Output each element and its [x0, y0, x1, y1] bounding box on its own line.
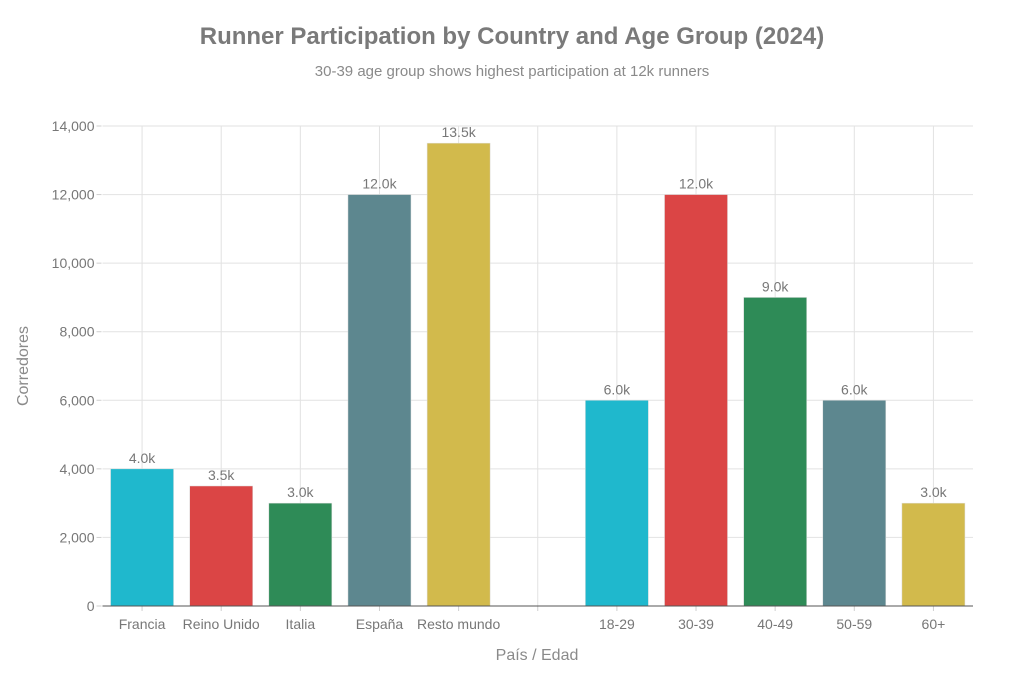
bar [110, 468, 174, 607]
data-label: 6.0k [604, 381, 631, 397]
y-axis-title: Corredores [15, 326, 32, 406]
y-tick-label: 6,000 [59, 392, 94, 408]
x-tick-label: España [356, 616, 404, 632]
data-label: 3.5k [208, 467, 235, 483]
chart-subtitle: 30-39 age group shows highest participat… [315, 63, 709, 80]
y-axis: 0 2,000 4,000 6,000 8,000 10,000 12,000 14,000 [52, 118, 102, 614]
bar [347, 194, 412, 607]
data-label: 6.0k [841, 381, 868, 397]
y-tick-label: 10,000 [52, 255, 95, 271]
bar [664, 194, 728, 607]
x-tick-label: 60+ [922, 616, 946, 632]
y-tick-label: 2,000 [59, 529, 94, 545]
bar [743, 297, 807, 607]
y-tick-label: 12,000 [52, 187, 95, 203]
bar [268, 502, 333, 607]
data-label: 9.0k [762, 278, 789, 294]
x-tick-label: Reino Unido [183, 616, 260, 632]
x-axis: Francia Reino Unido Italia España Resto mund… [102, 605, 973, 632]
bar [585, 400, 649, 607]
bar [189, 485, 253, 607]
bar [426, 142, 491, 607]
x-tick-label: 50-59 [836, 616, 872, 632]
x-axis-title: País / Edad [496, 647, 579, 664]
y-tick-label: 4,000 [59, 461, 94, 477]
x-tick-label: Resto mundo [417, 616, 500, 632]
x-tick-label: Francia [119, 616, 166, 632]
data-label: 4.0k [129, 450, 156, 466]
data-label: 3.0k [920, 484, 947, 500]
bar [901, 502, 966, 607]
x-tick-label: Italia [286, 616, 316, 632]
data-label: 3.0k [287, 484, 314, 500]
y-tick-label: 14,000 [52, 118, 95, 134]
y-tick-label: 0 [87, 598, 95, 614]
data-label: 12.0k [679, 176, 714, 192]
y-tick-label: 8,000 [59, 324, 94, 340]
x-tick-label: 40-49 [757, 616, 793, 632]
x-tick-label: 18-29 [599, 616, 635, 632]
data-label: 13.5k [441, 124, 476, 140]
bar [822, 400, 887, 607]
data-labels: 4.0k 3.5k 3.0k 12.0k 13.5k 6.0k 12.0k 9.0k 6.0k 3… [129, 124, 948, 500]
bars [110, 142, 966, 607]
x-tick-label: 30-39 [678, 616, 714, 632]
data-label: 12.0k [362, 176, 397, 192]
chart-title: Runner Participation by Country and Age … [200, 23, 825, 50]
